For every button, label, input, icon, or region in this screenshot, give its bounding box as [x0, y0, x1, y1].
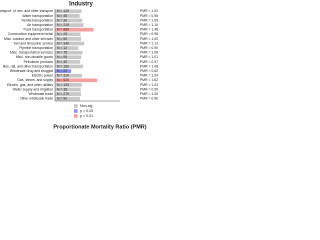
legend-label: p < 0.01 — [80, 114, 93, 118]
y-tick-label: Wholesale drug and druggist — [10, 69, 53, 73]
legend-swatch — [74, 104, 78, 108]
bar — [55, 78, 98, 83]
bar — [55, 50, 83, 55]
count-label: N = 75 — [57, 51, 67, 55]
value-label: PMR = 1.04 — [140, 74, 158, 78]
y-tick-label: Electric, gas, and other utilities — [7, 83, 53, 87]
bar — [55, 96, 80, 101]
count-label: N = 40 — [57, 60, 67, 64]
bar — [55, 9, 82, 14]
legend-label: p < 0.05 — [80, 109, 93, 113]
value-label: PMR = 0.96 — [140, 97, 158, 101]
count-label: N = 45 — [57, 14, 67, 18]
value-label: PMR = 1.00 — [140, 92, 158, 96]
value-label: PMR = 1.12 — [140, 41, 158, 45]
y-tick-label: Construction equipment rental — [8, 32, 53, 36]
y-tick-label: Other wholesale trade — [20, 97, 53, 101]
count-label: N = 95 — [57, 55, 67, 59]
count-label: N = 60 — [57, 37, 67, 41]
count-label: N = 880 — [57, 28, 69, 32]
bar — [55, 32, 81, 37]
count-label: N = 140 — [57, 41, 69, 45]
y-tick-label: Pipeline transportation — [19, 46, 53, 50]
bar — [55, 14, 80, 18]
count-label: N = 210 — [57, 23, 69, 27]
value-label: PMR = 1.10 — [140, 23, 158, 27]
legend-swatch — [74, 109, 78, 113]
count-label: N = 130 — [57, 83, 69, 87]
value-label: PMR = 1.62 — [140, 78, 158, 82]
count-label: N = 270 — [57, 92, 69, 96]
count-label: N = 120 — [57, 9, 69, 13]
y-tick-label: Electric power — [32, 74, 54, 78]
count-label: N = 25 — [57, 32, 67, 36]
bar — [55, 18, 83, 23]
value-label: PMR = 0.90 — [140, 46, 158, 50]
legend-label: Non-sig — [80, 104, 92, 108]
bar — [55, 87, 81, 92]
value-label: PMR = 1.06 — [140, 51, 158, 55]
count-label: N = 12 — [57, 46, 67, 50]
value-label: PMR = 1.02 — [140, 9, 158, 13]
y-tick-label: Petroleum products — [24, 60, 54, 64]
x-axis-label: Proportionate Mortality Ratio (PMR) — [53, 124, 146, 130]
y-tick-label: Bus, rail, and other transportation — [3, 64, 53, 68]
y-tick-label: Truck transportation — [23, 28, 53, 32]
bar — [55, 73, 83, 78]
bar — [55, 27, 94, 32]
count-label: N = 90 — [57, 97, 67, 101]
bar — [55, 60, 81, 64]
legend-swatch — [74, 114, 78, 118]
bar — [55, 23, 84, 27]
value-label: PMR = 1.08 — [140, 64, 158, 68]
bar — [55, 64, 84, 69]
bar — [55, 55, 82, 60]
count-label: N = 22 — [57, 69, 67, 73]
bar — [55, 46, 79, 50]
value-label: PMR = 1.03 — [140, 83, 158, 87]
value-label: PMR = 0.95 — [140, 14, 158, 18]
y-tick-label: Misc. non-durable goods — [16, 55, 53, 59]
count-label: N = 30 — [57, 18, 67, 22]
count-label: N = 160 — [57, 64, 69, 68]
chart-title: Industry — [69, 2, 93, 8]
value-label: PMR = 0.62 — [140, 69, 158, 73]
bar — [55, 69, 72, 73]
value-label: PMR = 1.01 — [140, 55, 158, 59]
y-tick-label: Water transportation — [22, 14, 53, 18]
y-tick-label: Rental transportation — [22, 18, 54, 22]
y-tick-label: Taxi and limousine service — [13, 41, 53, 45]
bar — [55, 92, 81, 96]
chart: Industry Proportionate Mortality Ratio (… — [0, 2, 158, 131]
y-tick-label: Water supply and irrigation — [13, 87, 53, 91]
value-label: PMR = 1.05 — [140, 18, 158, 22]
value-label: PMR = 1.48 — [140, 28, 158, 32]
value-label: PMR = 0.97 — [140, 60, 158, 64]
bar — [55, 37, 81, 41]
count-label: N = 520 — [57, 78, 69, 82]
value-label: PMR = 1.00 — [140, 37, 158, 41]
value-label: PMR = 0.99 — [140, 87, 158, 91]
y-tick-label: Transport. of mm. and other transport — [0, 9, 53, 13]
bar — [55, 41, 85, 46]
y-tick-label: Misc. transportation services — [10, 51, 53, 55]
y-tick-label: Gas, steam, and supply — [17, 78, 53, 82]
count-label: N = 35 — [57, 87, 67, 91]
bar — [55, 83, 82, 87]
value-label: PMR = 0.98 — [140, 32, 158, 36]
y-tick-label: Misc. outdoor and other services — [4, 37, 53, 41]
count-label: N = 310 — [57, 74, 69, 78]
y-tick-label: Wholesale trade — [28, 92, 53, 96]
y-tick-label: Air transportation — [27, 23, 53, 27]
